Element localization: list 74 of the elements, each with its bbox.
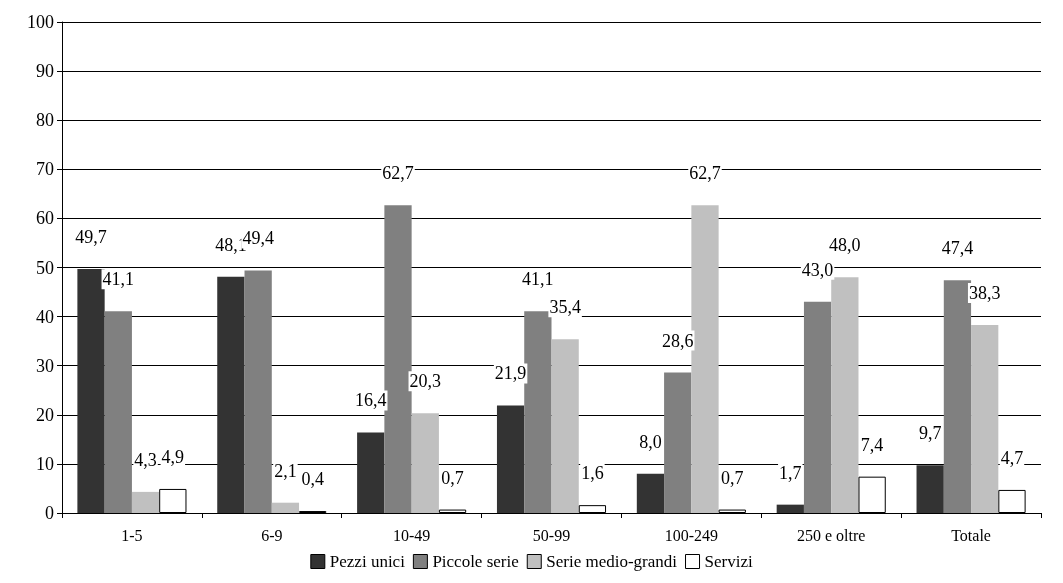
y-tick-label: 60 [36,208,54,229]
data-label: 49,7 [75,226,107,247]
x-tick-label: 100-249 [664,526,719,544]
bar [496,405,525,513]
data-label: 38,3 [968,282,1001,303]
y-tick-label: 40 [36,306,54,327]
bar [971,324,999,513]
data-label: 2,1 [274,460,297,481]
bar [357,432,385,513]
y-tick-label: 30 [36,355,54,376]
data-label: 28,6 [661,330,694,351]
bar [998,489,1026,513]
bar [664,372,692,513]
data-label: 1,7 [779,462,802,483]
data-label: 9,7 [918,423,942,444]
data-label: 1,6 [581,463,604,484]
data-label: 41,1 [522,269,554,290]
data-label: 62,7 [382,163,414,184]
y-tick-label: 50 [36,257,54,278]
y-tick-label: 20 [36,404,54,425]
bar [831,277,859,513]
bar [438,509,467,513]
y-tick-label: 100 [27,12,54,32]
data-label: 0,7 [441,467,464,488]
data-label: 47,4 [941,238,974,259]
bar [916,465,944,513]
data-label: 48,0 [829,235,861,256]
y-tick-label: 10 [36,453,54,474]
x-tick-label: 50-99 [532,526,571,544]
bar [217,276,245,513]
data-label: 0,4 [301,469,324,490]
data-label: 20,3 [409,371,442,392]
data-label: 35,4 [549,297,581,318]
legend-label: Servizi [704,552,753,571]
bar [411,413,439,513]
bar [551,339,579,513]
x-tick-label: 10-49 [392,526,431,544]
x-tick-label: 6-9 [261,526,283,544]
data-label: 43,0 [801,259,834,280]
data-label: 0,7 [721,467,744,488]
data-label: 41,1 [102,269,135,290]
bar [803,301,832,513]
y-tick-label: 80 [36,110,54,131]
bar [104,311,132,513]
data-label: 4,3 [134,449,157,470]
bar [776,504,804,513]
data-label: 7,4 [860,434,884,455]
bar [718,509,746,513]
bar [524,311,552,513]
x-tick-label: 250 e oltre [797,526,866,544]
bar [159,488,187,513]
data-label: 4,9 [161,446,185,467]
data-label: 62,7 [689,163,721,184]
x-tick-label: 1-5 [121,526,143,544]
bar [131,491,160,513]
legend-label: Serie medio-grandi [546,552,678,571]
data-label: 8,0 [639,431,662,452]
bar [943,280,972,513]
y-tick-label: 70 [36,159,54,180]
data-label: 4,7 [1000,447,1024,468]
y-tick-label: 90 [36,61,54,82]
bar [77,268,105,513]
bar [271,502,300,513]
bar [858,476,886,513]
bar [578,505,607,513]
data-label: 21,9 [494,363,527,384]
y-tick-label: 0 [45,503,54,523]
bar [691,205,719,513]
bar [244,270,272,513]
legend-label: Piccole serie [432,552,519,571]
legend-label: Pezzi unici [329,552,406,571]
bar [636,473,665,513]
data-label: 16,4 [354,390,387,411]
x-tick-label: Totale [951,526,991,544]
